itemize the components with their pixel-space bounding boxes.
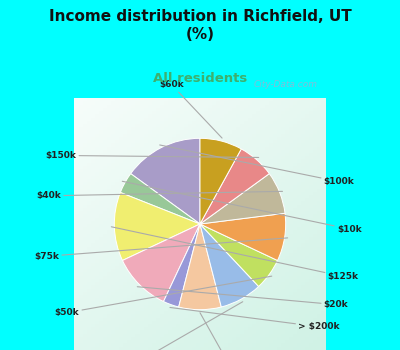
Text: $20k: $20k	[137, 287, 348, 309]
Text: $40k: $40k	[36, 191, 282, 200]
Text: $10k: $10k	[122, 181, 362, 233]
Text: City-Data.com: City-Data.com	[254, 80, 318, 89]
Text: $75k: $75k	[34, 238, 288, 261]
Wedge shape	[200, 224, 259, 307]
Wedge shape	[200, 149, 269, 224]
Wedge shape	[120, 174, 200, 224]
Wedge shape	[200, 138, 241, 224]
Text: $150k: $150k	[46, 151, 259, 160]
Text: $100k: $100k	[160, 145, 354, 186]
Wedge shape	[179, 224, 221, 310]
Wedge shape	[200, 224, 278, 286]
Text: All residents: All residents	[153, 72, 247, 85]
Text: > $200k: > $200k	[170, 307, 340, 331]
Wedge shape	[164, 224, 200, 307]
Wedge shape	[131, 138, 200, 224]
Wedge shape	[122, 224, 200, 302]
Wedge shape	[114, 193, 200, 260]
Text: $30k: $30k	[200, 313, 240, 350]
Text: $125k: $125k	[111, 227, 359, 281]
Wedge shape	[200, 174, 285, 224]
Text: $200k: $200k	[126, 302, 243, 350]
Text: $50k: $50k	[55, 276, 272, 317]
Wedge shape	[200, 213, 286, 260]
Text: Income distribution in Richfield, UT
(%): Income distribution in Richfield, UT (%)	[49, 9, 351, 42]
Text: $60k: $60k	[160, 80, 222, 138]
